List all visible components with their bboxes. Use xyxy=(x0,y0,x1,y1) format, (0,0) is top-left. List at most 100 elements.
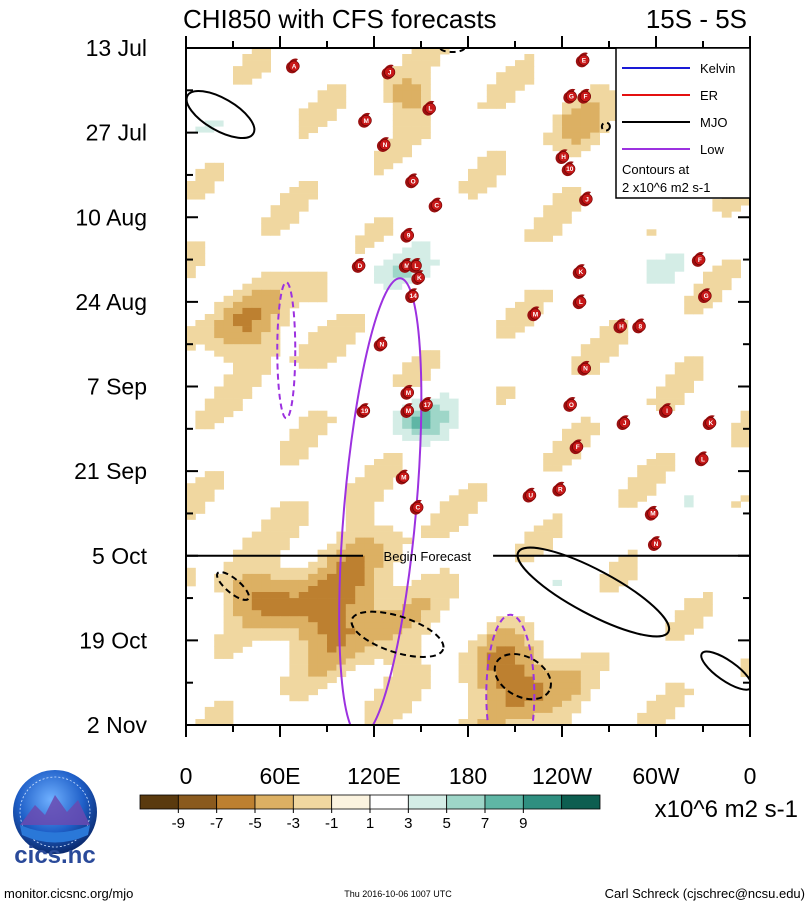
heatmap-cell xyxy=(505,712,516,720)
heatmap-cell xyxy=(251,567,262,575)
heatmap-cell xyxy=(383,453,394,460)
heatmap-cell xyxy=(430,416,441,424)
heatmap-cell xyxy=(186,386,196,393)
heatmap-cell xyxy=(627,573,638,581)
heatmap-cell xyxy=(233,356,243,363)
heatmap-cell xyxy=(458,398,469,406)
heatmap-cell xyxy=(439,174,450,182)
heatmap-cell xyxy=(186,138,196,146)
heatmap-cell xyxy=(280,513,290,520)
heatmap-cell xyxy=(543,712,553,720)
heatmap-cell xyxy=(618,362,629,369)
heatmap-cell xyxy=(571,428,582,436)
heatmap-cell xyxy=(562,428,572,436)
heatmap-cell xyxy=(562,682,572,690)
heatmap-cell xyxy=(308,120,318,127)
heatmap-cell xyxy=(439,138,450,146)
heatmap-cell xyxy=(233,380,243,387)
heatmap-cell xyxy=(703,592,713,599)
storm-label: K xyxy=(708,420,713,427)
heatmap-cell xyxy=(270,289,281,297)
heatmap-cell xyxy=(505,658,516,665)
heatmap-cell xyxy=(599,459,610,466)
heatmap-cell xyxy=(430,362,441,369)
heatmap-cell xyxy=(449,416,459,424)
heatmap-cell xyxy=(327,543,337,551)
heatmap-cell xyxy=(411,247,422,254)
heatmap-cell xyxy=(533,416,544,424)
heatmap-cell xyxy=(251,428,262,436)
heatmap-cell xyxy=(590,658,600,665)
heatmap-cell xyxy=(477,531,488,539)
heatmap-cell xyxy=(656,477,666,484)
heatmap-cell xyxy=(345,622,356,629)
heatmap-cell xyxy=(402,634,412,641)
heatmap-cell xyxy=(674,694,685,702)
heatmap-cell xyxy=(590,483,600,490)
heatmap-cell xyxy=(280,84,290,91)
heatmap-cell xyxy=(223,531,234,539)
heatmap-cell xyxy=(233,114,243,121)
storm-disc-icon xyxy=(564,163,576,175)
heatmap-cell xyxy=(195,422,206,430)
heatmap-cell xyxy=(430,706,441,714)
heatmap-cell xyxy=(637,253,647,260)
heatmap-cell xyxy=(646,338,657,345)
heatmap-cell xyxy=(355,271,365,279)
heatmap-cell xyxy=(618,616,629,623)
heatmap-cell xyxy=(364,543,375,551)
heatmap-cell xyxy=(486,84,497,91)
org-logo-text: cics.nc xyxy=(14,842,95,869)
heatmap-cell xyxy=(580,537,591,545)
heatmap-cell xyxy=(731,374,741,381)
storm-marker: K xyxy=(572,264,587,279)
heatmap-cell xyxy=(411,120,422,127)
heatmap-cell xyxy=(280,543,290,551)
heatmap-cell xyxy=(637,271,647,279)
heatmap-cell xyxy=(477,102,488,109)
heatmap-cell xyxy=(505,682,516,690)
heatmap-cell xyxy=(289,507,300,514)
heatmap-cell xyxy=(684,513,694,520)
storm-label: 14 xyxy=(410,293,418,300)
heatmap-cell xyxy=(186,622,196,629)
heatmap-cell xyxy=(392,410,403,418)
heatmap-cell xyxy=(364,531,375,539)
storm-marker: I xyxy=(658,403,673,418)
heatmap-cell xyxy=(402,283,412,291)
heatmap-cell xyxy=(214,332,224,339)
heatmap-cell xyxy=(233,320,243,327)
heatmap-cell xyxy=(364,428,375,436)
heatmap-cell xyxy=(242,326,253,333)
heatmap-cell xyxy=(505,719,516,725)
heatmap-cell xyxy=(590,537,600,545)
heatmap-cell xyxy=(486,428,497,436)
heatmap-cell xyxy=(430,477,441,484)
heatmap-cell xyxy=(618,211,629,218)
heatmap-cell xyxy=(421,199,431,206)
heatmap-cell xyxy=(458,289,469,297)
heatmap-cell xyxy=(430,60,441,67)
heatmap-cell xyxy=(543,682,553,690)
storm-label: J xyxy=(388,70,392,77)
heatmap-cell xyxy=(251,66,262,73)
heatmap-cell xyxy=(524,555,535,563)
heatmap-cell xyxy=(524,72,535,79)
heatmap-cell xyxy=(280,622,290,629)
storm-label: H xyxy=(561,154,566,161)
storm-marker: F xyxy=(691,252,706,267)
heatmap-cell xyxy=(204,174,215,182)
heatmap-cell xyxy=(477,706,488,714)
heatmap-cell xyxy=(646,350,657,357)
heatmap-cell xyxy=(392,132,403,140)
heatmap-cell xyxy=(186,271,196,279)
heatmap-cell xyxy=(327,229,337,236)
heatmap-cell xyxy=(289,459,300,466)
heatmap-cell xyxy=(336,440,347,448)
heatmap-cell xyxy=(439,392,450,399)
heatmap-cell xyxy=(345,525,356,532)
begin-forecast-label: Begin Forecast xyxy=(384,549,472,564)
heatmap-cell xyxy=(458,368,469,375)
storm-label: K xyxy=(578,269,583,276)
storm-marker: J xyxy=(381,64,396,80)
